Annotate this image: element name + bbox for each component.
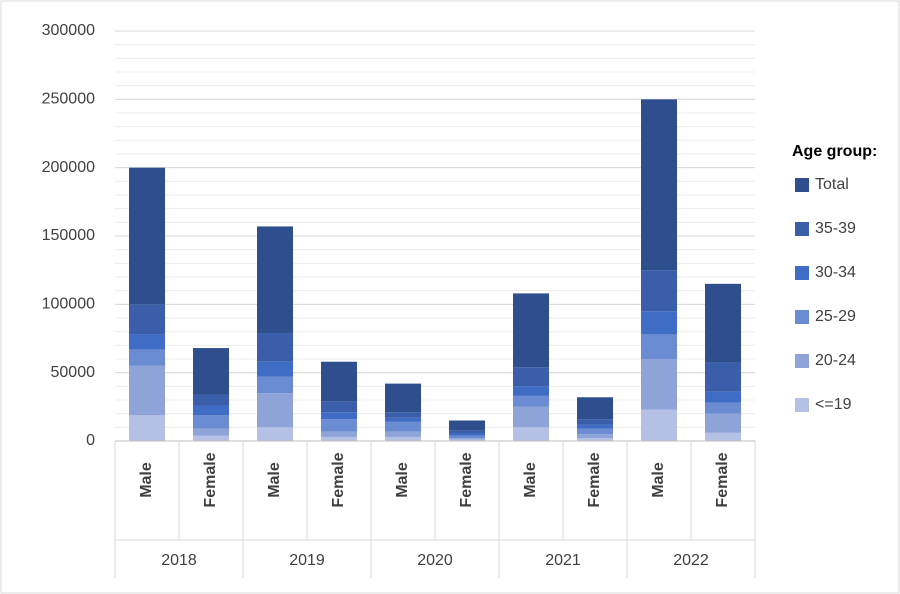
legend-swatch: [795, 354, 809, 368]
bar-segment: [385, 412, 421, 418]
bar-segment: [193, 428, 229, 436]
bar-segment: [385, 436, 421, 441]
legend-label: Total: [815, 176, 849, 193]
bar-segment: [513, 406, 549, 428]
group-label: 2019: [289, 552, 325, 569]
bar-segment: [449, 439, 485, 441]
bar-segment: [513, 395, 549, 407]
bar-segment: [577, 397, 613, 420]
bar-segment: [193, 435, 229, 441]
x-tick-label: Male: [522, 462, 539, 498]
bar-segment: [193, 348, 229, 395]
x-tick-label: Female: [714, 452, 731, 507]
bar-segment: [513, 386, 549, 396]
legend-swatch: [795, 266, 809, 280]
bar-segment: [577, 428, 613, 435]
x-tick-label: Male: [266, 462, 283, 498]
legend-label: 30-34: [815, 264, 856, 281]
bar-segment: [641, 311, 677, 335]
bar-segment: [449, 420, 485, 431]
bar-segment: [129, 304, 165, 335]
bar-segment: [257, 361, 293, 377]
x-tick-label: Female: [330, 452, 347, 507]
bar-segment: [705, 391, 741, 403]
bar-segment: [641, 99, 677, 271]
bar-segment: [129, 415, 165, 441]
bar-segment: [705, 402, 741, 414]
bar-segment: [257, 226, 293, 334]
y-tick-label: 0: [86, 432, 95, 449]
y-tick-label: 50000: [51, 364, 96, 381]
bar-segment: [193, 394, 229, 406]
bar-segment: [385, 431, 421, 437]
x-tick-label: Male: [650, 462, 667, 498]
bar-segment: [321, 412, 357, 420]
bar-segment: [321, 361, 357, 402]
bar-segment: [257, 427, 293, 441]
bar-segment: [513, 367, 549, 387]
bar-segment: [257, 333, 293, 362]
bar-segment: [513, 293, 549, 368]
bar-segment: [449, 430, 485, 434]
legend-swatch: [795, 310, 809, 324]
x-tick-label: Female: [458, 452, 475, 507]
bar-segment: [641, 334, 677, 359]
y-tick-label: 250000: [42, 91, 95, 108]
y-tick-label: 300000: [42, 22, 95, 39]
bar-segment: [577, 434, 613, 439]
bar-segment: [129, 334, 165, 350]
bar-segment: [705, 432, 741, 441]
legend-swatch: [795, 178, 809, 192]
bar-segment: [321, 401, 357, 413]
bar-segment: [449, 433, 485, 436]
bar-segment: [641, 409, 677, 441]
legend-label: 35-39: [815, 220, 856, 237]
bar-segment: [321, 431, 357, 437]
bar-segment: [449, 435, 485, 439]
bar-segment: [641, 359, 677, 410]
bar-segment: [705, 362, 741, 392]
legend-title: Age group:: [792, 143, 877, 160]
bar-segment: [705, 413, 741, 433]
bar-segment: [577, 424, 613, 429]
legend-swatch: [795, 398, 809, 412]
y-tick-label: 200000: [42, 159, 95, 176]
bar-segment: [129, 365, 165, 416]
bar-segment: [257, 376, 293, 394]
bar-segment: [641, 270, 677, 312]
bar-segment: [449, 438, 485, 440]
legend-label: <=19: [815, 396, 852, 413]
legend-label: 25-29: [815, 308, 856, 325]
bar-segment: [193, 405, 229, 416]
bar-segment: [321, 436, 357, 441]
bar-segment: [385, 417, 421, 422]
legend-swatch: [795, 222, 809, 236]
group-label: 2020: [417, 552, 453, 569]
y-tick-label: 100000: [42, 296, 95, 313]
bar-segment: [257, 393, 293, 428]
bar-segment: [193, 415, 229, 429]
group-label: 2022: [673, 552, 709, 569]
bar-segment: [321, 419, 357, 432]
bar-segment: [385, 383, 421, 413]
x-tick-label: Male: [138, 462, 155, 498]
y-tick-label: 150000: [42, 227, 95, 244]
group-label: 2018: [161, 552, 197, 569]
bar-segment: [129, 349, 165, 366]
x-tick-label: Female: [586, 452, 603, 507]
bar-segment: [129, 167, 165, 305]
bar-segment: [513, 427, 549, 441]
x-tick-label: Male: [394, 462, 411, 498]
bar-segment: [577, 419, 613, 425]
bar-segment: [577, 438, 613, 441]
bar-segment: [705, 283, 741, 363]
group-label: 2021: [545, 552, 581, 569]
bar-segment: [385, 421, 421, 432]
x-tick-label: Female: [202, 452, 219, 507]
legend-label: 20-24: [815, 352, 856, 369]
